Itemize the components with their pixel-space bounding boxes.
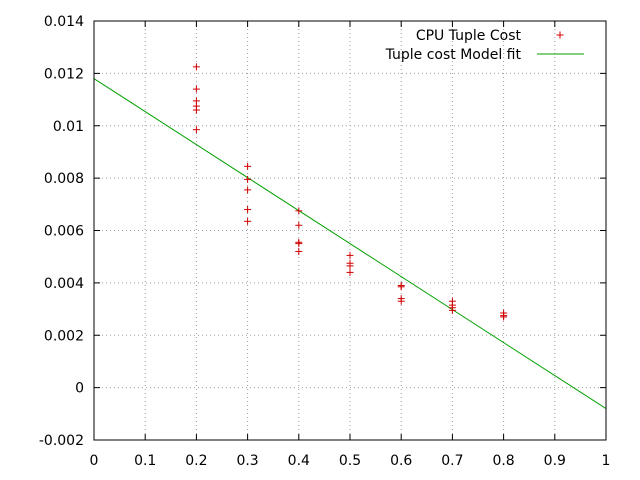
data-point xyxy=(192,85,200,93)
data-point xyxy=(295,221,303,229)
grid xyxy=(94,21,606,440)
legend: CPU Tuple Cost Tuple cost Model fit xyxy=(385,28,584,63)
data-point xyxy=(346,251,354,259)
y-tick-label: -0.002 xyxy=(39,433,84,449)
y-tick-label: 0.014 xyxy=(44,14,84,30)
data-point xyxy=(244,186,252,194)
data-point xyxy=(295,247,303,255)
tick-labels: 0 0.1 0.2 0.3 0.4 0.5 0.6 0.7 0.8 0.9 1 -0.002 0 0.00… xyxy=(39,14,611,469)
y-tick-label: 0 xyxy=(75,381,84,397)
data-point xyxy=(192,126,200,134)
legend-label-cpu-tuple-cost: CPU Tuple Cost xyxy=(416,28,522,44)
y-tick-label: 0.012 xyxy=(44,66,84,82)
plot-frame xyxy=(93,20,607,441)
x-tick-label: 0.5 xyxy=(339,453,361,469)
data-point xyxy=(397,297,405,305)
data-point xyxy=(192,106,200,114)
y-tick-label: 0.01 xyxy=(53,119,84,135)
data-point xyxy=(448,306,456,314)
x-tick-label: 0.1 xyxy=(134,453,156,469)
y-tick-label: 0.004 xyxy=(44,276,84,292)
legend-marker-cpu-tuple-cost xyxy=(556,31,564,39)
data-point xyxy=(192,63,200,71)
x-tick-label: 0.8 xyxy=(492,453,514,469)
data-point xyxy=(244,175,252,183)
model-fit-line xyxy=(94,78,606,409)
x-tick-label: 0.6 xyxy=(390,453,412,469)
data-point xyxy=(346,268,354,276)
data-point xyxy=(346,262,354,270)
data-point xyxy=(244,217,252,225)
x-tick-label: 0 xyxy=(90,453,99,469)
data-point xyxy=(295,207,303,215)
y-tick-label: 0.002 xyxy=(44,328,84,344)
legend-label-model-fit: Tuple cost Model fit xyxy=(385,47,522,63)
x-tick-label: 0.9 xyxy=(544,453,566,469)
x-tick-label: 0.2 xyxy=(185,453,207,469)
data-point xyxy=(295,240,303,248)
data-point xyxy=(244,206,252,214)
data-point xyxy=(397,283,405,291)
data-series xyxy=(94,63,606,409)
legend-plus-marker xyxy=(556,31,564,39)
x-tick-label: 1 xyxy=(602,453,611,469)
data-point xyxy=(500,313,508,321)
y-tick-label: 0.008 xyxy=(44,171,84,187)
y-tick-label: 0.006 xyxy=(44,224,84,240)
x-tick-label: 0.4 xyxy=(288,453,310,469)
data-point xyxy=(244,162,252,170)
x-tick-label: 0.3 xyxy=(236,453,258,469)
x-tick-label: 0.7 xyxy=(441,453,463,469)
